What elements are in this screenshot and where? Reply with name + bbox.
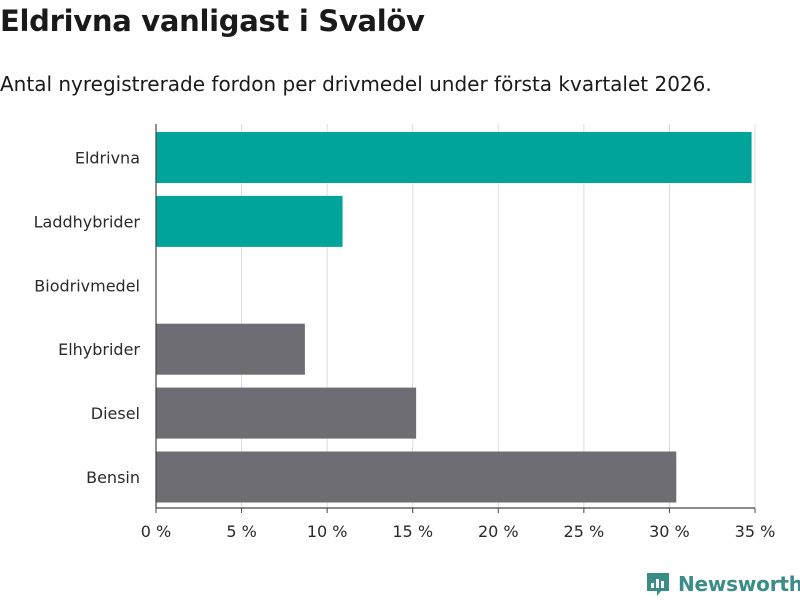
x-tick-label: 5 % — [226, 522, 256, 541]
chart-subtitle: Antal nyregistrerade fordon per drivmede… — [0, 72, 712, 96]
y-tick-label: Biodrivmedel — [34, 276, 140, 295]
bar-diesel — [156, 387, 417, 439]
y-tick-label: Diesel — [91, 404, 140, 423]
y-tick-label: Elhybrider — [58, 340, 140, 359]
y-tick-label: Laddhybrider — [34, 212, 141, 231]
y-tick-label: Eldrivna — [75, 149, 140, 168]
bar-elhybrider — [156, 323, 305, 375]
y-tick-label: Bensin — [86, 468, 140, 487]
x-tick-label: 35 % — [735, 522, 776, 541]
bar-bensin — [156, 451, 677, 503]
x-tick-label: 15 % — [392, 522, 433, 541]
x-tick-label: 25 % — [564, 522, 605, 541]
bar-laddhybrider — [156, 195, 343, 247]
x-tick-label: 10 % — [307, 522, 348, 541]
x-tick-label: 20 % — [478, 522, 519, 541]
newsworthy-logo-text: Newsworthy — [678, 572, 800, 596]
newsworthy-logo: Newsworthy — [644, 570, 800, 598]
chart-title: Eldrivna vanligast i Svalöv — [0, 4, 425, 38]
x-tick-label: 30 % — [649, 522, 690, 541]
x-tick-label: 0 % — [141, 522, 171, 541]
bar-eldrivna — [156, 132, 752, 183]
newsworthy-logo-icon — [647, 573, 669, 596]
